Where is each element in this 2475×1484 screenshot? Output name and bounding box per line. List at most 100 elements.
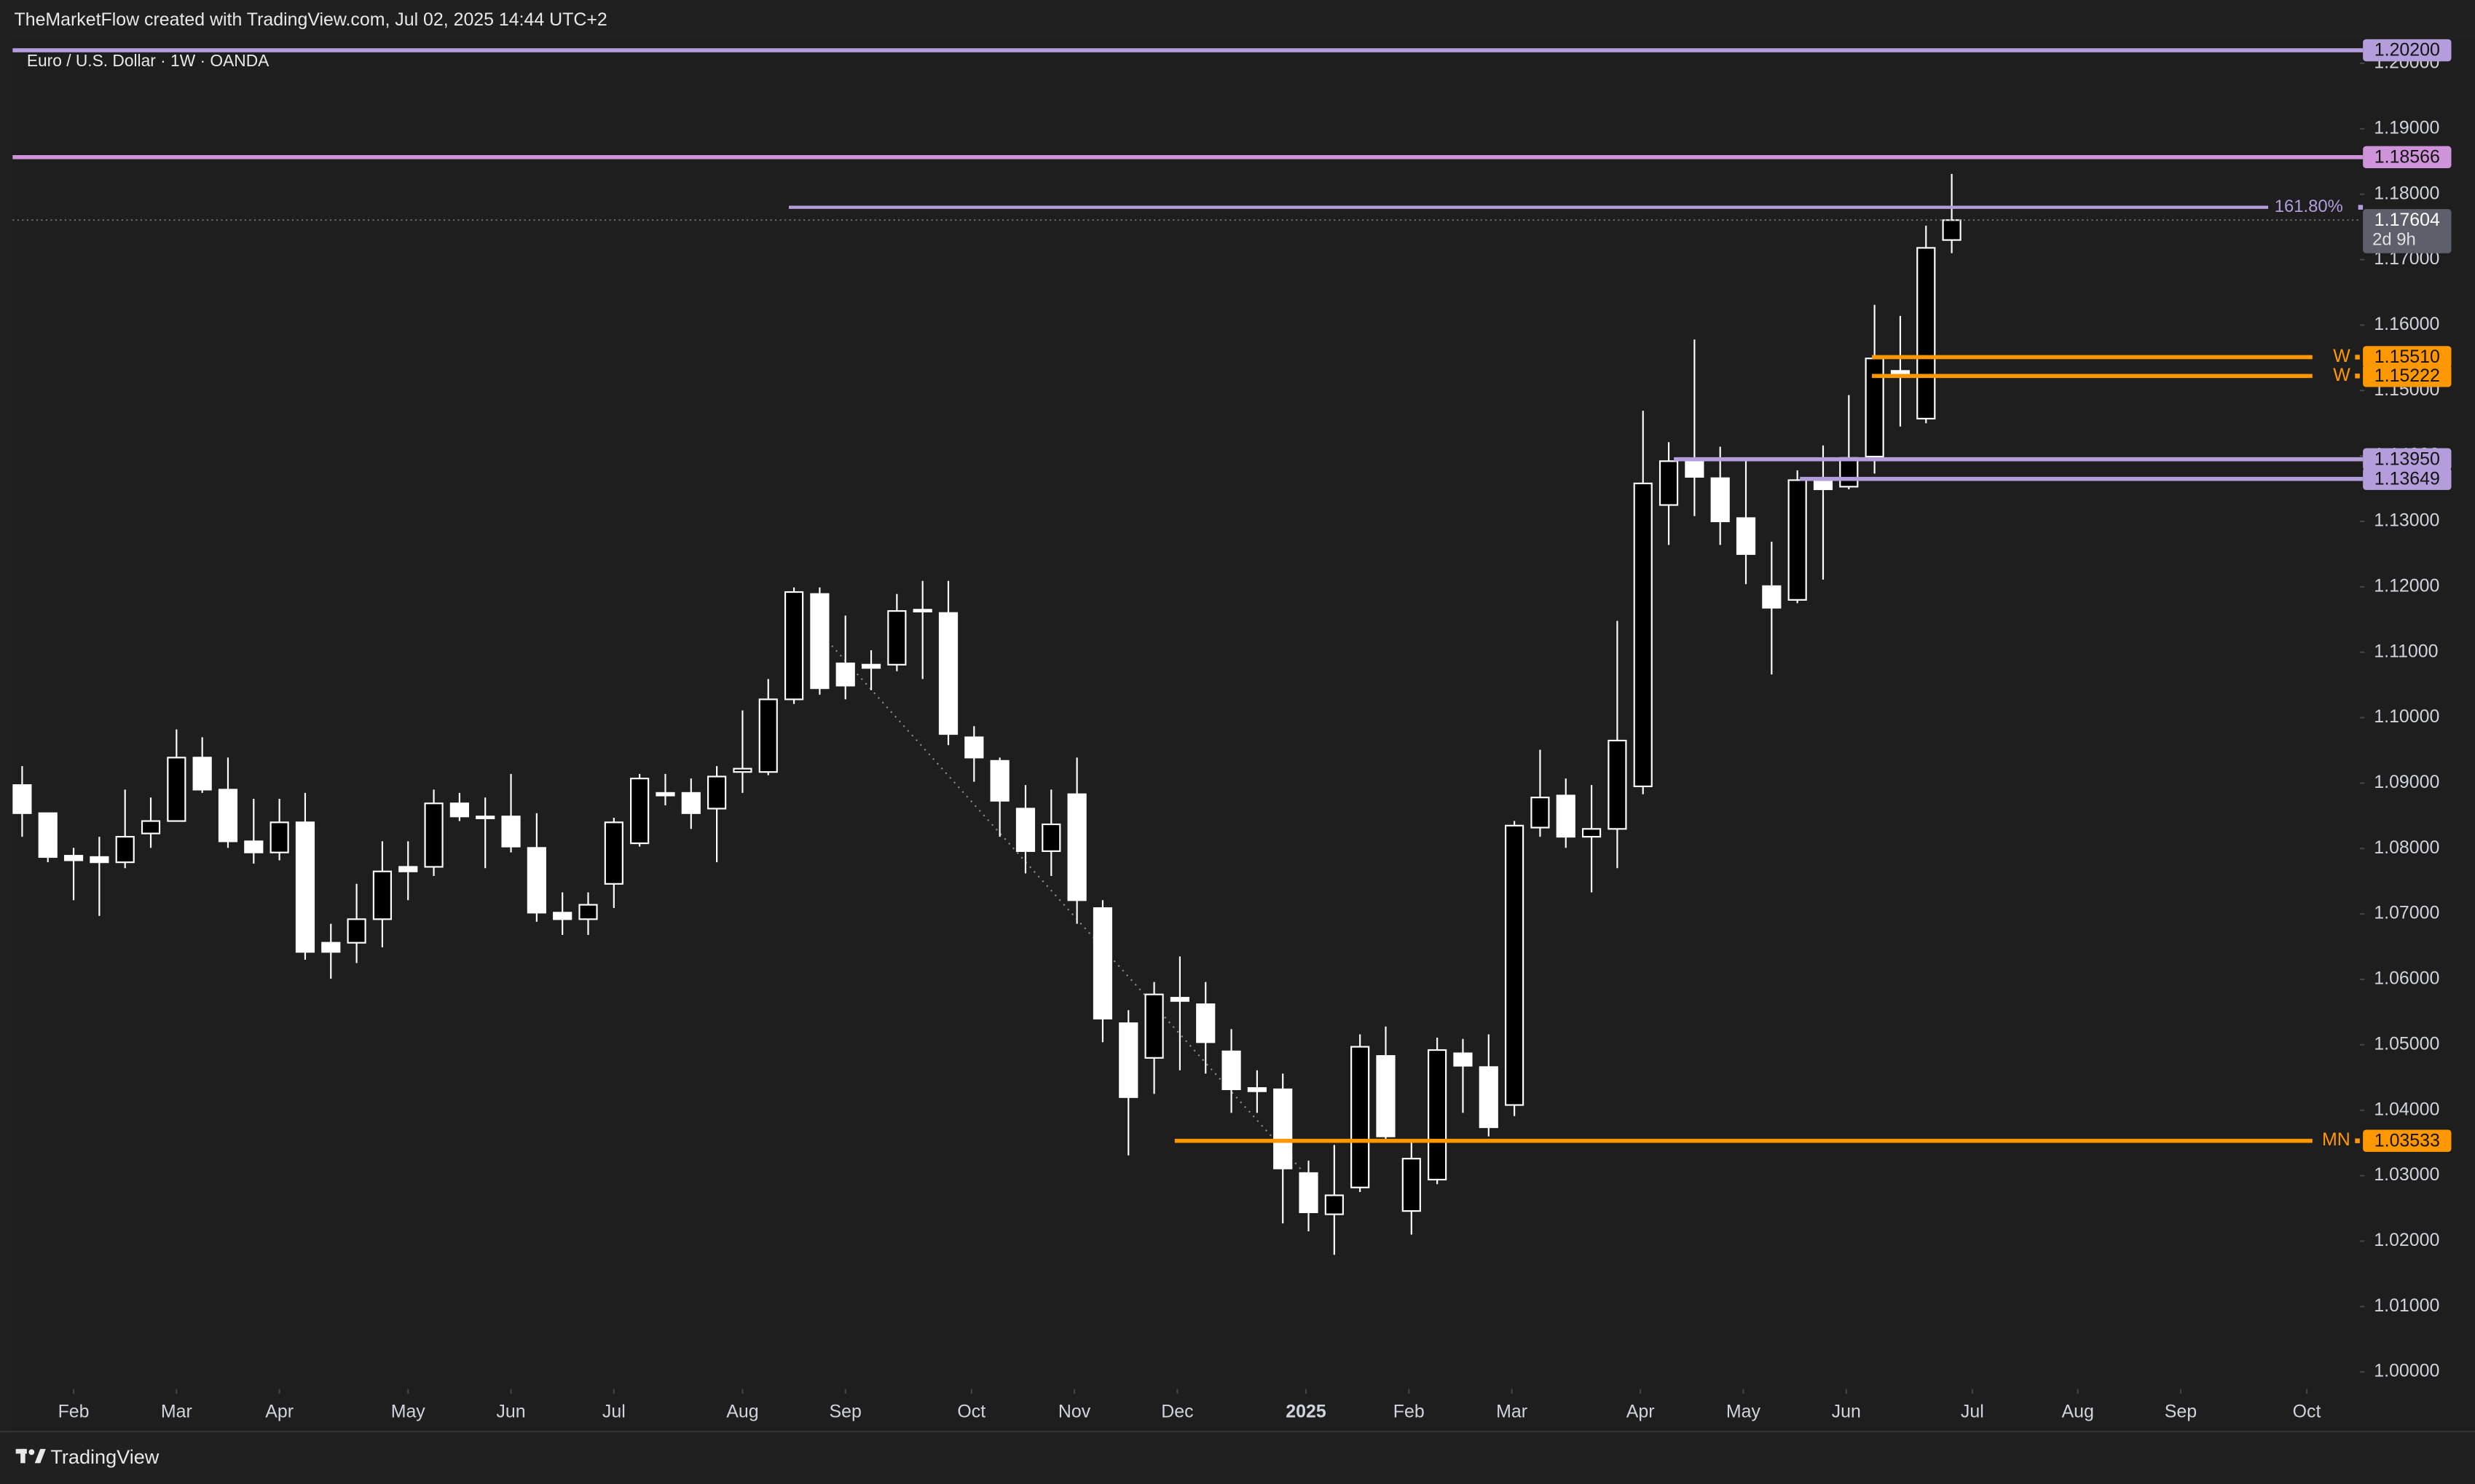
candle-body: [1144, 993, 1164, 1059]
candle-body: [1505, 824, 1524, 1106]
y-tick-label: 1.04000: [2374, 1099, 2439, 1119]
candle-body: [527, 847, 546, 914]
candle-body: [1736, 517, 1756, 556]
logo-part: [34, 1448, 46, 1464]
candle-body: [1221, 1050, 1241, 1091]
candle-body: [1376, 1055, 1396, 1137]
countdown: 2d 9h: [2372, 230, 2416, 250]
candle-body: [1633, 482, 1653, 788]
level-badge-label: 1.18566: [2374, 147, 2440, 167]
candle-body: [501, 816, 521, 848]
y-tick-label: 1.07000: [2374, 903, 2439, 923]
candle-body: [630, 778, 650, 845]
candle-body: [733, 767, 752, 773]
candle-body: [656, 792, 675, 797]
y-tick-label: 1.00000: [2374, 1361, 2439, 1381]
candle-body: [476, 816, 495, 819]
level-badge: [2363, 39, 2452, 62]
candle-body: [1865, 358, 1884, 458]
candle-body: [1479, 1066, 1498, 1129]
candle-body: [115, 836, 135, 864]
y-tick-label: 1.06000: [2374, 968, 2439, 989]
candle-body: [887, 610, 907, 666]
x-tick-label: 2025: [1286, 1402, 1326, 1422]
last-price-badge: [2363, 209, 2452, 253]
x-tick-label: May: [391, 1402, 426, 1422]
candle-body: [964, 736, 984, 759]
level-badge-label: 1.15222: [2374, 366, 2440, 386]
candle-body: [1093, 907, 1113, 1019]
candle-body: [1067, 793, 1087, 901]
candle-body: [1530, 797, 1550, 829]
y-tick-label: 1.03000: [2374, 1164, 2439, 1185]
x-tick-label: Oct: [2293, 1402, 2321, 1422]
x-tick-label: Jul: [1961, 1402, 1984, 1422]
y-tick-label: 1.10000: [2374, 706, 2439, 727]
candle-body: [758, 698, 778, 773]
candle-body: [347, 918, 366, 944]
x-tick-label: Dec: [1161, 1402, 1193, 1422]
y-tick-label: 1.19000: [2374, 117, 2439, 138]
level-tag: W: [2333, 346, 2350, 366]
level-tick: [2355, 374, 2360, 379]
level-badge-label: 1.03533: [2374, 1130, 2440, 1151]
candle-body: [1401, 1158, 1421, 1212]
candle-body: [810, 593, 830, 690]
candle-body: [1015, 808, 1036, 852]
candle-body: [1787, 479, 1807, 601]
candle-body: [1350, 1046, 1370, 1188]
candle-body: [1685, 460, 1704, 478]
candle-body: [1273, 1088, 1293, 1169]
x-tick-label: May: [1726, 1402, 1761, 1422]
level-badge: [2363, 346, 2452, 368]
x-tick-label: Jun: [1832, 1402, 1861, 1422]
y-tick-label: 1.09000: [2374, 772, 2439, 792]
candle-body: [449, 802, 469, 818]
candle-body: [218, 789, 238, 842]
candle-body: [1428, 1049, 1447, 1181]
level-badge: [2363, 467, 2452, 490]
candle-body: [604, 821, 623, 885]
x-tick-label: Aug: [726, 1402, 758, 1422]
level-badge: [2363, 448, 2452, 470]
candle-body: [38, 812, 58, 859]
level-tick: [2355, 1138, 2360, 1143]
x-tick-label: Feb: [1393, 1402, 1425, 1422]
candle-body: [1581, 828, 1602, 838]
y-tick-label: 1.08000: [2374, 837, 2439, 858]
candle-body: [1762, 585, 1782, 609]
candle-body: [167, 757, 186, 822]
candle-body: [553, 912, 572, 920]
candle-body: [835, 662, 855, 687]
logo-part: [28, 1449, 35, 1456]
candle-body: [1710, 477, 1730, 523]
candle-body: [681, 792, 701, 814]
candle-body: [321, 942, 341, 953]
x-tick-label: Nov: [1058, 1402, 1091, 1422]
candle-body: [1042, 823, 1061, 852]
candle-body: [784, 591, 804, 700]
logo-part: [20, 1448, 25, 1464]
candle-body: [1119, 1022, 1138, 1098]
x-tick-label: Jun: [496, 1402, 525, 1422]
x-tick-label: Sep: [2165, 1402, 2197, 1422]
x-tick-label: Feb: [58, 1402, 90, 1422]
candle-body: [1247, 1087, 1267, 1092]
level-badge: [2363, 365, 2452, 387]
level-badge: [2363, 1129, 2452, 1152]
candle-body: [578, 904, 598, 920]
candle-body: [1942, 219, 1961, 241]
header-caption: TheMarketFlow created with TradingView.c…: [15, 9, 607, 30]
y-tick-label: 1.05000: [2374, 1033, 2439, 1054]
y-tick-label: 1.18000: [2374, 183, 2439, 203]
level-badge-label: 1.20200: [2374, 40, 2440, 60]
level-badge-label: 1.15510: [2374, 347, 2440, 367]
candle-body: [424, 802, 444, 868]
level-badge: [2363, 146, 2452, 169]
candle-body: [1170, 997, 1190, 1002]
candle-body: [1299, 1172, 1318, 1213]
candle-body: [192, 757, 212, 791]
candle-body: [1324, 1194, 1344, 1215]
